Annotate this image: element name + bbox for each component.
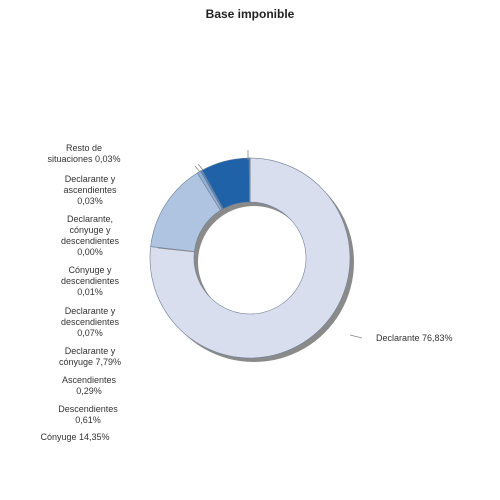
label-declarante-c-nyuge-y-descendientes: Declarante, cónyuge y descendientes 0,00…: [60, 214, 120, 257]
label-ascendientes: Ascendientes 0,29%: [61, 375, 117, 396]
label-declarante-y-c-nyuge: Declarante y cónyuge 7,79%: [58, 346, 122, 367]
leader-line-1: [157, 247, 197, 253]
leader-line-2: [194, 165, 201, 173]
label-declarante-y-ascendientes: Declarante y ascendientes 0,03%: [63, 174, 117, 206]
label-declarante: Declarante 76,83%: [376, 333, 453, 343]
leader-line-3: [197, 163, 204, 171]
label-c-nyuge: Cónyuge 14,35%: [40, 432, 110, 442]
label-resto-de-situaciones: Resto de situaciones 0,03%: [47, 143, 121, 164]
label-descendientes: Descendientes 0,61%: [58, 404, 118, 425]
slice-declarante: [149, 157, 351, 359]
label-declarante-y-descendientes: Declarante y descendientes 0,07%: [60, 306, 120, 338]
label-c-nyuge-y-descendientes: Cónyuge y descendientes 0,01%: [60, 265, 120, 297]
chart-title: Base imponible: [205, 7, 295, 21]
leader-line-0: [349, 334, 363, 339]
